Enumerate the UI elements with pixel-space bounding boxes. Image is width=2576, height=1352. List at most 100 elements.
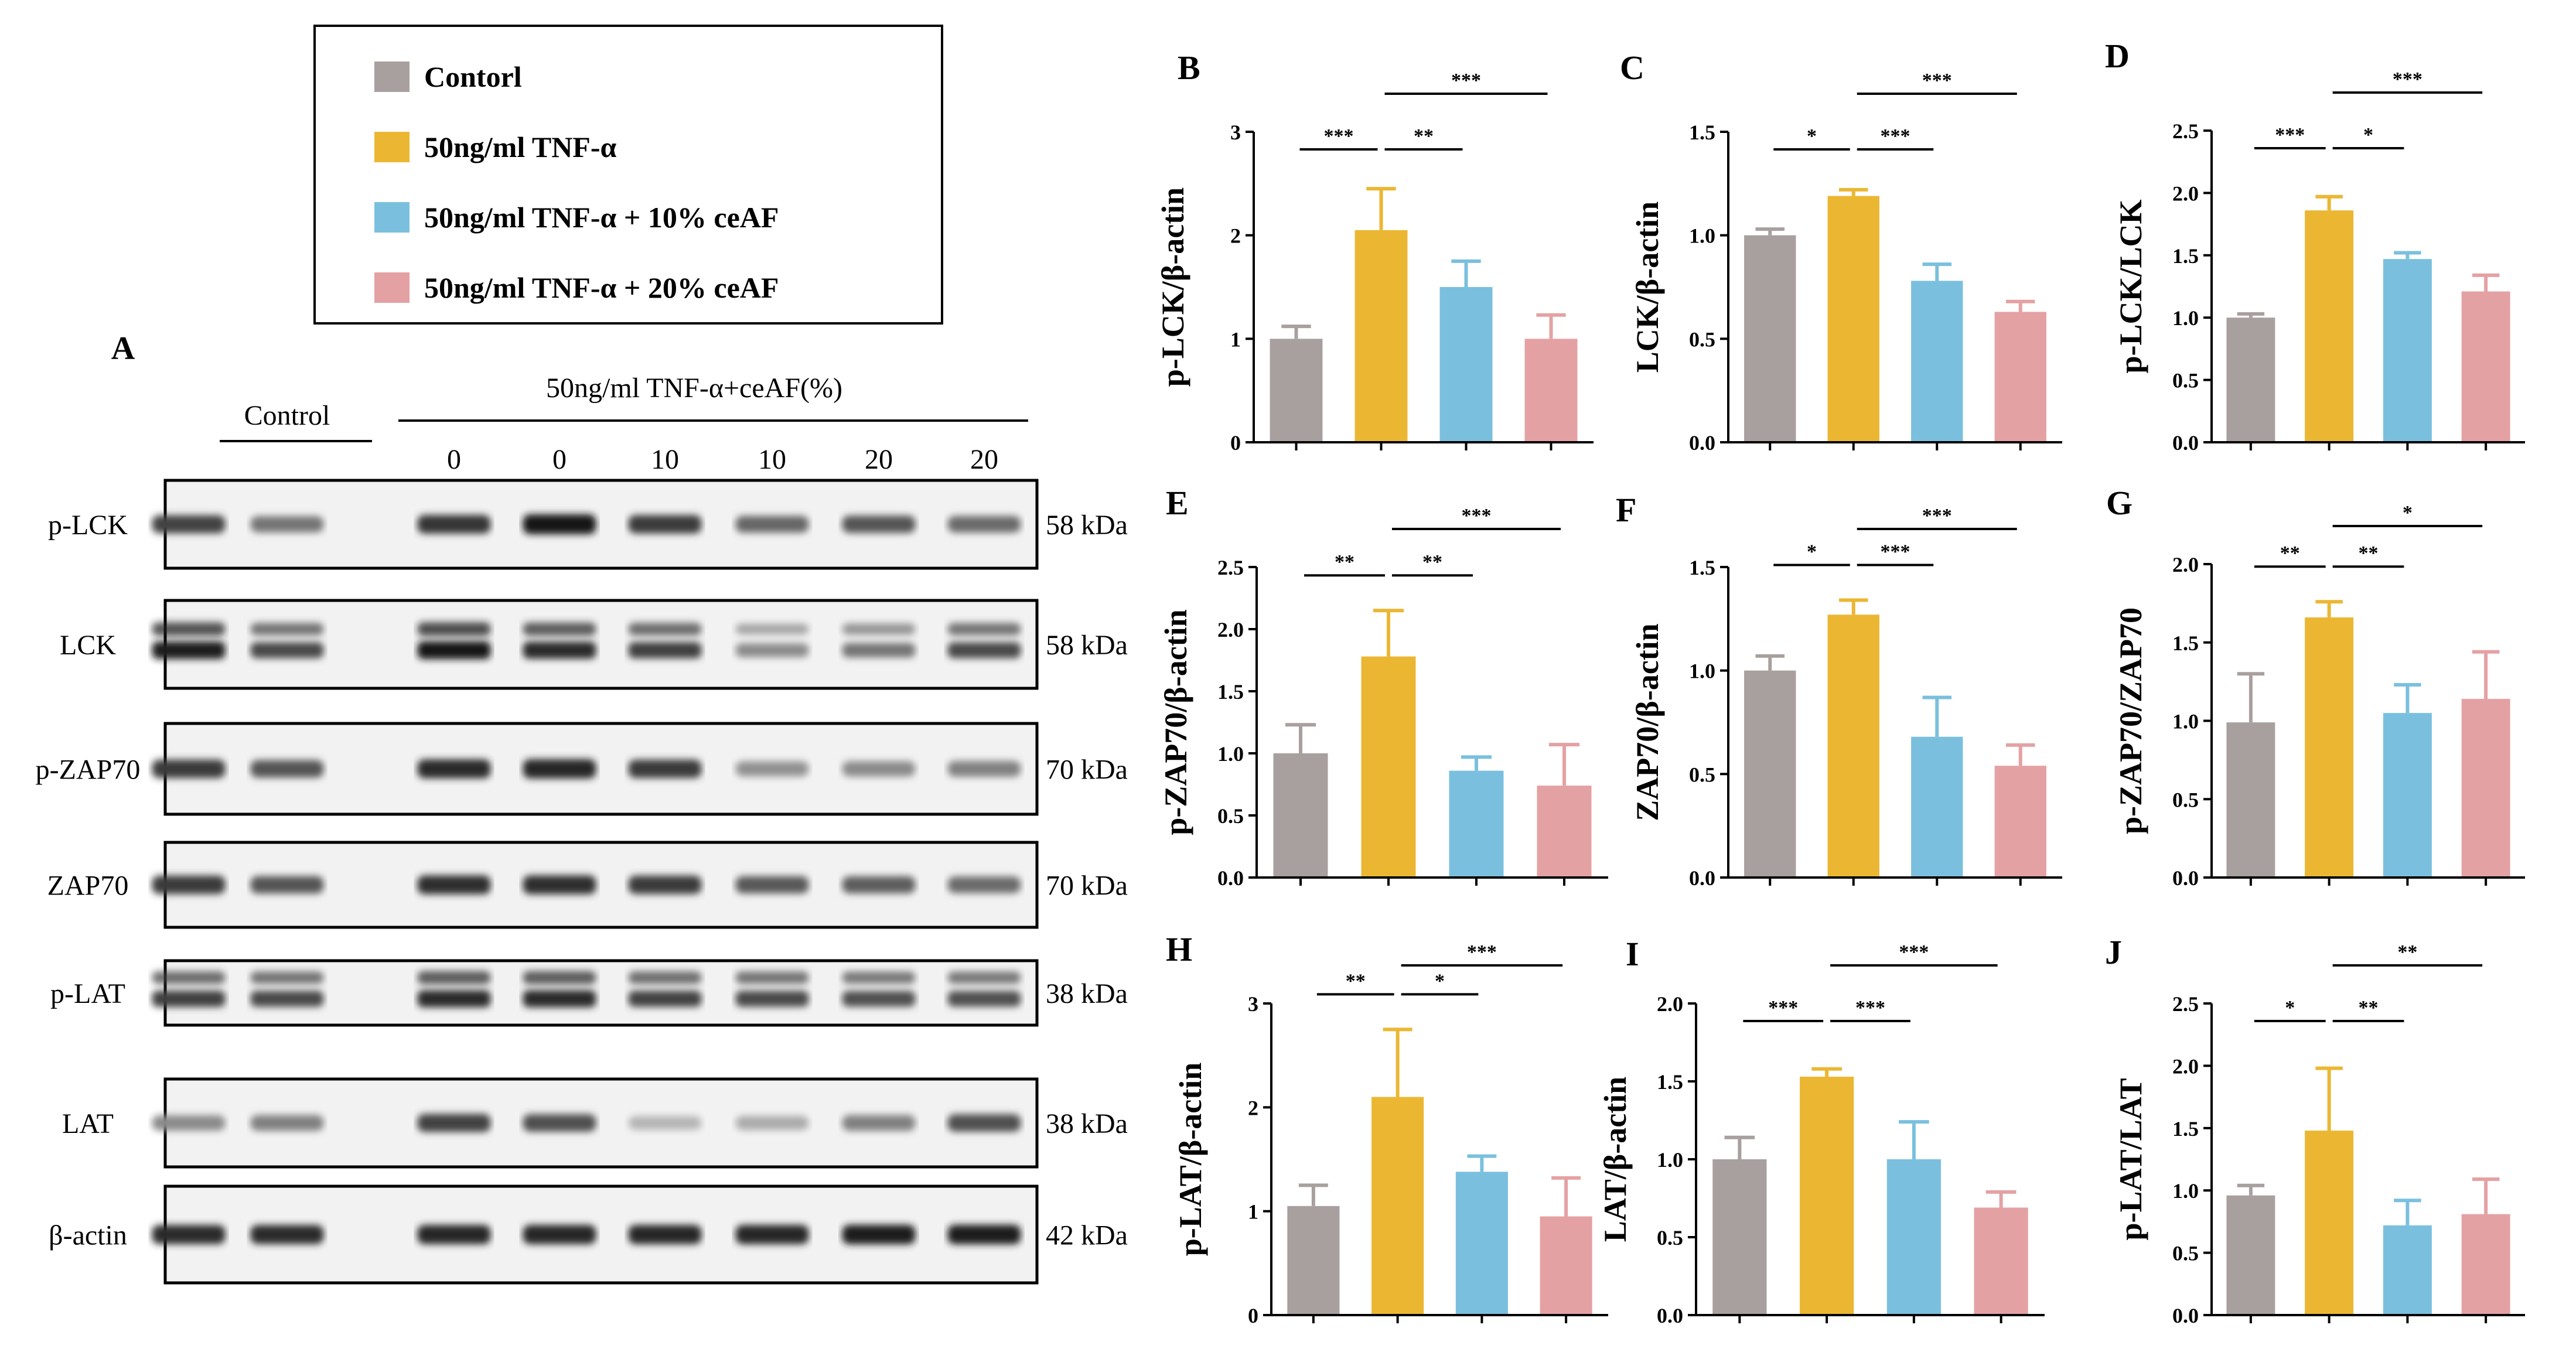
bar [1287, 1206, 1340, 1315]
significance-label: * [2363, 124, 2373, 146]
bar [1827, 196, 1879, 442]
blot-band-upper [417, 971, 491, 985]
bar [1886, 1159, 1941, 1315]
y-tick-label: 0.0 [1657, 1304, 1683, 1327]
blot-band [523, 514, 596, 534]
blot-row-kda: 38 kDa [1046, 978, 1128, 1009]
blot-band [842, 1115, 916, 1131]
blot-band [417, 1225, 491, 1244]
y-tick-label: 1.5 [2172, 1117, 2199, 1141]
blot-band [735, 1115, 809, 1131]
blot-row-name: p-LCK [48, 510, 128, 541]
bar [1354, 230, 1408, 442]
blot-band-upper [628, 971, 702, 984]
y-tick-label: 3 [1248, 992, 1258, 1016]
y-tick-label: 1.0 [1689, 660, 1715, 683]
significance-label: *** [1855, 997, 1885, 1019]
bar [1994, 766, 2046, 878]
blot-band [250, 760, 324, 778]
blot-row-name: LAT [62, 1108, 114, 1139]
blot-row: ZAP70 70 kDa [47, 841, 1128, 929]
blot-band-upper [842, 623, 916, 635]
significance-label: * [1807, 125, 1817, 147]
blot-row: p-LAT 38 kDa [50, 959, 1128, 1027]
y-tick-label: 0.0 [1689, 431, 1715, 455]
blot-band [523, 875, 596, 894]
blot-band-upper [523, 622, 596, 636]
blot-band [628, 759, 702, 779]
blot-row-kda: 58 kDa [1046, 510, 1128, 541]
significance-label: *** [1768, 997, 1798, 1019]
blot-band [152, 1115, 226, 1131]
legend-swatch-tnf-20-ceaf [374, 272, 410, 303]
bar [1744, 670, 1796, 878]
y-tick-label: 1.0 [2172, 306, 2199, 330]
blot-band-upper [417, 622, 491, 636]
bar [1712, 1159, 1767, 1315]
blot-band-upper [842, 971, 916, 984]
blot-band-upper [735, 623, 809, 635]
blot-band-upper [735, 971, 809, 984]
blot-band [417, 515, 491, 534]
legend-item-tnf-20-ceaf: 50ng/ml TNF-α + 20% ceAF [374, 270, 779, 305]
bar [2226, 722, 2275, 878]
blot-band [152, 875, 226, 894]
y-tick-label: 2.0 [2172, 553, 2199, 576]
blot-band-upper [947, 623, 1021, 636]
chart-panel-letter: E [1166, 484, 1189, 522]
blot-band [842, 876, 916, 894]
y-tick-label: 2 [1230, 224, 1241, 248]
y-tick-label: 0.5 [2172, 1242, 2199, 1265]
y-tick-label: 1.0 [2172, 710, 2199, 733]
blot-band [523, 1114, 596, 1132]
blot-band [842, 515, 916, 533]
bar [1524, 339, 1578, 442]
significance-label: *** [1451, 70, 1481, 91]
y-tick-label: 1.5 [1689, 121, 1715, 144]
blot-band [250, 1115, 324, 1131]
blot-row-name: LCK [60, 630, 116, 661]
y-tick-label: 0.0 [2172, 431, 2199, 455]
chart-ylabel: p-ZAP70/β-actin [1158, 609, 1193, 835]
blot-band [250, 516, 324, 532]
lane-label: 0 [447, 444, 461, 475]
bar [1994, 312, 2046, 442]
blot-band [947, 1224, 1021, 1245]
legend-item-tnf: 50ng/ml TNF-α [374, 129, 616, 165]
blot-band [735, 1225, 809, 1244]
blot-band [735, 876, 809, 894]
significance-label: *** [1324, 125, 1354, 147]
blot-band [842, 761, 916, 777]
blot-band [947, 991, 1021, 1007]
bar [1455, 1172, 1508, 1315]
blot-band [523, 759, 596, 779]
blot-band-upper [152, 622, 226, 636]
blot-treatment-label: 50ng/ml TNF-α+ceAF(%) [546, 373, 842, 404]
y-tick-label: 1 [1230, 327, 1241, 351]
legend-label-tnf-10-ceaf: 50ng/ml TNF-α + 10% ceAF [424, 201, 779, 234]
blot-band-upper [523, 971, 596, 985]
blot-control-label: Control [244, 400, 330, 431]
y-tick-label: 1.5 [1689, 556, 1715, 579]
y-tick-label: 0.0 [1689, 866, 1715, 890]
chart-ylabel: p-LCK/β-actin [1155, 187, 1190, 387]
bar [2461, 291, 2510, 442]
blot-band [250, 991, 324, 1007]
lane-label: 20 [970, 444, 998, 475]
blot-band [628, 1225, 702, 1244]
significance-label: *** [1922, 505, 1952, 527]
blot-band [628, 875, 702, 894]
blot-band [152, 515, 226, 534]
blot-row-name: ZAP70 [47, 870, 129, 902]
chart-panel-letter: G [2106, 484, 2133, 522]
chart-panel-letter: I [1626, 935, 1639, 973]
bar [2226, 1195, 2275, 1315]
bar [2305, 1131, 2354, 1315]
bar [1744, 235, 1796, 442]
bar [2461, 1214, 2510, 1315]
significance-label: * [2285, 997, 2295, 1019]
y-tick-label: 0 [1248, 1304, 1258, 1327]
